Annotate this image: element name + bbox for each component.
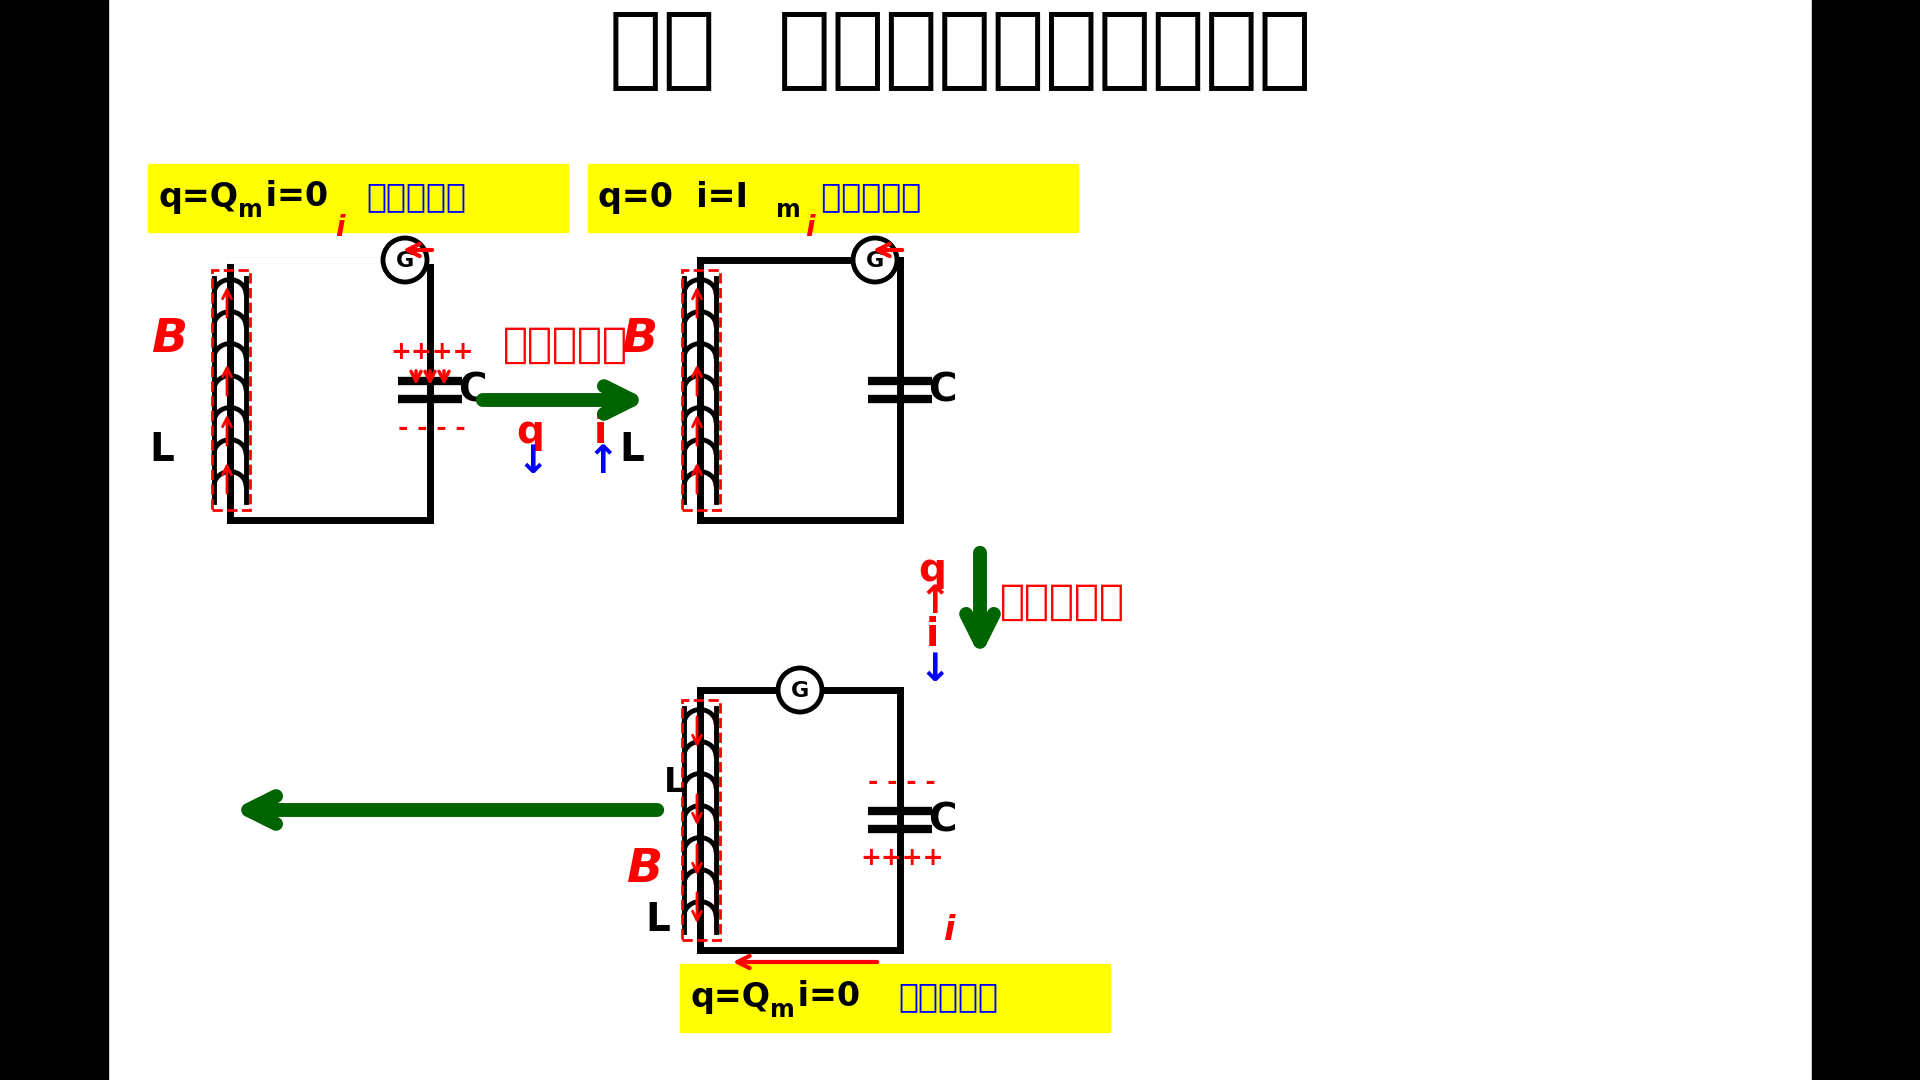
- Text: B: B: [628, 848, 662, 892]
- Text: L: L: [620, 431, 645, 469]
- Text: G: G: [396, 251, 415, 271]
- Text: i: i: [804, 214, 814, 242]
- Text: L: L: [645, 901, 670, 939]
- Bar: [0, 0, 108, 1080]
- Text: q=Q: q=Q: [157, 180, 238, 214]
- Text: - - - -: - - - -: [868, 770, 935, 794]
- Circle shape: [852, 238, 897, 282]
- Text: 电场能最大: 电场能最大: [899, 981, 998, 1013]
- Text: q=Q: q=Q: [689, 981, 770, 1013]
- Text: q: q: [918, 551, 947, 589]
- Text: ↓: ↓: [918, 651, 950, 689]
- Text: 电场能最大: 电场能最大: [367, 180, 467, 214]
- Text: G: G: [866, 251, 883, 271]
- Text: ↑: ↑: [588, 443, 620, 481]
- Text: L: L: [664, 766, 685, 798]
- Bar: [682, 270, 720, 510]
- Text: q: q: [516, 413, 543, 451]
- Text: q=0  i=I: q=0 i=I: [597, 180, 749, 214]
- Text: 二、  电磁振荡中的能量变化: 二、 电磁振荡中的能量变化: [609, 6, 1311, 94]
- Text: 逆时针充电: 逆时针充电: [1000, 581, 1125, 623]
- Text: C: C: [927, 372, 956, 409]
- Text: ++++: ++++: [390, 340, 474, 364]
- Text: 逆时针放电: 逆时针放电: [503, 324, 628, 366]
- Text: i: i: [336, 214, 346, 242]
- Bar: [148, 164, 568, 232]
- Text: - - - -: - - - -: [397, 416, 467, 440]
- Text: i: i: [593, 413, 607, 451]
- Bar: [682, 700, 720, 940]
- Text: m: m: [776, 198, 801, 222]
- Text: 磁场能最大: 磁场能最大: [799, 180, 922, 214]
- Circle shape: [778, 669, 822, 712]
- Text: L: L: [150, 431, 175, 469]
- Text: i=0: i=0: [785, 981, 883, 1013]
- Text: C: C: [457, 372, 486, 409]
- Text: ↓: ↓: [516, 443, 549, 481]
- Bar: [680, 964, 1110, 1032]
- Text: ++++: ++++: [860, 846, 945, 870]
- Bar: [1812, 0, 1920, 1080]
- Bar: [588, 164, 1077, 232]
- Text: i=0: i=0: [253, 180, 351, 214]
- Text: i: i: [945, 914, 956, 946]
- Bar: [211, 270, 250, 510]
- Text: ↑: ↑: [918, 583, 950, 621]
- Text: m: m: [770, 998, 795, 1022]
- Text: B: B: [152, 318, 188, 363]
- Text: G: G: [791, 681, 808, 701]
- Circle shape: [382, 238, 426, 282]
- Text: B: B: [622, 318, 659, 363]
- Text: C: C: [927, 801, 956, 839]
- Text: m: m: [238, 198, 263, 222]
- Text: i: i: [925, 616, 939, 654]
